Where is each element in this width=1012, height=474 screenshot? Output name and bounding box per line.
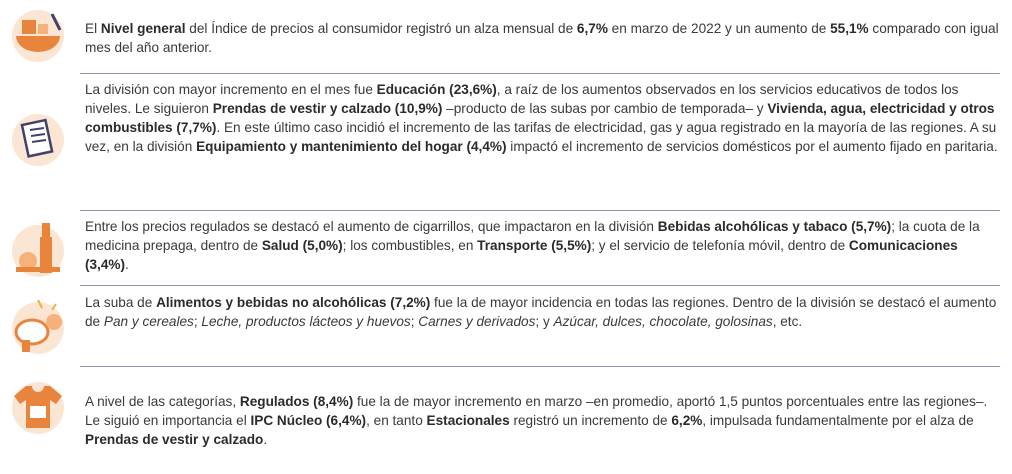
icon bbox=[12, 10, 64, 62]
text-run: ; y bbox=[535, 314, 554, 329]
text-run: , etc. bbox=[772, 314, 803, 329]
separator bbox=[80, 285, 1000, 286]
section: Entre los precios regulados se destacó e… bbox=[0, 213, 1012, 283]
text-run: . En este último caso incidió el increme… bbox=[85, 120, 997, 154]
section: La división con mayor incremento en el m… bbox=[0, 78, 1012, 208]
italic-run: Pan y cereales bbox=[103, 314, 194, 329]
text-run: , impulsada fundamentalmente por el alza… bbox=[702, 413, 974, 428]
icon bbox=[12, 382, 64, 434]
paragraph: La división con mayor incremento en el m… bbox=[85, 80, 1000, 156]
separator bbox=[80, 366, 1000, 367]
bold-run: Nivel general bbox=[100, 21, 186, 36]
text-run: La división con mayor incremento en el m… bbox=[85, 82, 377, 97]
text-run: –producto de las subas por cambio de tem… bbox=[442, 101, 768, 116]
text-run: ; y el servicio de telefonía móvil, dent… bbox=[591, 238, 849, 253]
text-run: Entre los precios regulados se destacó e… bbox=[85, 219, 658, 234]
bold-run: Vivienda, agua, electricidad y otros com… bbox=[85, 101, 995, 135]
bold-run: Bebidas alcohólicas y tabaco (5,7%) bbox=[657, 219, 892, 234]
text-run: impactó el incremento de servicios domés… bbox=[506, 139, 998, 154]
text-run: en marzo de 2022 y un aumento de bbox=[607, 21, 831, 36]
paragraph: El Nivel general del Índice de precios a… bbox=[85, 19, 1000, 57]
bold-run: Prendas de vestir y calzado (10,9%) bbox=[212, 101, 443, 116]
bold-run: Regulados (8,4%) bbox=[239, 394, 354, 409]
text-run: ; bbox=[410, 314, 419, 329]
section: El Nivel general del Índice de precios a… bbox=[0, 0, 1012, 70]
bold-run: Comunicaciones (3,4%) bbox=[85, 238, 958, 272]
text-run: . bbox=[263, 432, 268, 447]
italic-run: Leche, productos lácteos y huevos bbox=[201, 314, 411, 329]
paragraph: A nivel de las categorías, Regulados (8,… bbox=[85, 392, 1000, 449]
text-run: del Índice de precios al consumidor regi… bbox=[185, 21, 577, 36]
bold-run: Salud (5,0%) bbox=[261, 238, 343, 253]
text-run: , en tanto bbox=[366, 413, 427, 428]
text-run: El bbox=[85, 21, 101, 36]
text-run: , a raíz de los aumentos observados en l… bbox=[85, 82, 959, 116]
text-run: La suba de bbox=[85, 295, 157, 310]
icon bbox=[12, 299, 64, 354]
text-run: ; la cuota de la medicina prepaga, dentr… bbox=[85, 219, 980, 253]
bold-run: Equipamiento y mantenimiento del hogar (… bbox=[196, 139, 507, 154]
bold-run: 6,2% bbox=[671, 413, 703, 428]
italic-run: Azúcar, dulces, chocolate, golosinas bbox=[553, 314, 773, 329]
text-run: fue la de mayor incidencia en todas las … bbox=[85, 295, 997, 329]
icon bbox=[12, 223, 64, 277]
paragraph: La suba de Alimentos y bebidas no alcohó… bbox=[85, 293, 1000, 331]
text-run: comparado con igual mes del año anterior… bbox=[85, 21, 999, 55]
text-run: . bbox=[125, 257, 129, 272]
text-run: ; los combustibles, en bbox=[342, 238, 478, 253]
section: A nivel de las categorías, Regulados (8,… bbox=[0, 370, 1012, 470]
icon bbox=[12, 114, 64, 166]
separator bbox=[80, 210, 1000, 211]
italic-run: Carnes y derivados bbox=[418, 314, 536, 329]
paragraph: Entre los precios regulados se destacó e… bbox=[85, 217, 1000, 274]
bold-run: Transporte (5,5%) bbox=[477, 238, 592, 253]
bold-run: IPC Núcleo (6,4%) bbox=[250, 413, 367, 428]
text-run: fue la de mayor incremento en marzo –en … bbox=[85, 394, 988, 428]
bold-run: Educación (23,6%) bbox=[376, 82, 497, 97]
separator bbox=[80, 73, 1000, 74]
section: La suba de Alimentos y bebidas no alcohó… bbox=[0, 288, 1012, 364]
text-run: A nivel de las categorías, bbox=[85, 394, 240, 409]
bold-run: Alimentos y bebidas no alcohólicas (7,2%… bbox=[156, 295, 431, 310]
bold-run: 6,7% bbox=[576, 21, 608, 36]
bold-run: Estacionales bbox=[426, 413, 510, 428]
bold-run: Prendas de vestir y calzado bbox=[85, 432, 264, 447]
text-run: registró un incremento de bbox=[509, 413, 672, 428]
bold-run: 55,1% bbox=[830, 21, 869, 36]
text-run: ; bbox=[193, 314, 202, 329]
